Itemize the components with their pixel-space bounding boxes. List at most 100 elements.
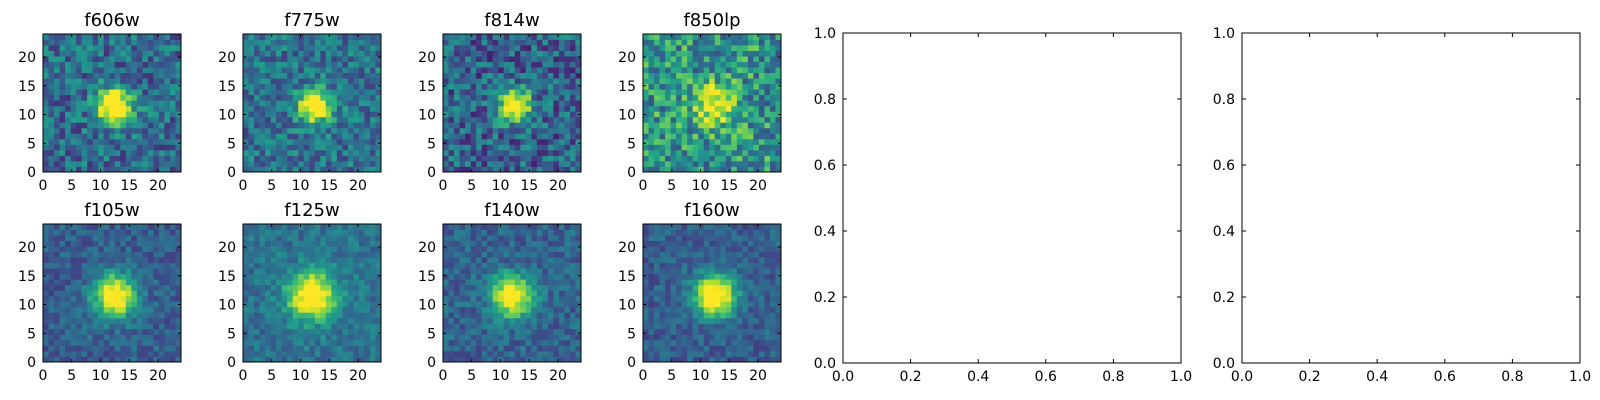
pixel xyxy=(709,155,716,162)
pixel xyxy=(564,94,571,101)
pixel xyxy=(76,317,83,324)
pixel xyxy=(43,166,49,173)
pixel xyxy=(731,61,738,68)
pixel xyxy=(470,67,477,74)
pixel xyxy=(142,317,149,324)
pixel xyxy=(169,290,176,297)
pixel xyxy=(81,111,88,118)
pixel xyxy=(314,224,321,230)
pixel xyxy=(692,149,699,156)
pixel xyxy=(459,295,466,302)
pixel xyxy=(514,290,521,297)
pixel xyxy=(747,356,754,363)
pixel xyxy=(65,39,71,46)
pixel xyxy=(520,268,527,275)
pixel xyxy=(103,240,110,247)
pixel xyxy=(564,339,571,346)
pixel xyxy=(481,262,488,269)
pixel xyxy=(709,279,716,286)
pixel xyxy=(120,34,127,40)
pixel xyxy=(259,290,266,297)
pixel xyxy=(687,78,694,85)
pixel xyxy=(542,116,549,123)
pixel xyxy=(92,83,99,90)
pixel xyxy=(731,273,738,280)
pixel xyxy=(758,350,765,357)
pixel xyxy=(59,166,66,173)
pixel xyxy=(303,100,310,107)
pixel xyxy=(276,262,283,269)
pixel xyxy=(758,72,765,79)
pixel xyxy=(714,111,721,118)
pixel xyxy=(298,240,305,247)
pixel xyxy=(254,257,260,264)
pixel xyxy=(509,268,516,275)
y-tick-label: 0 xyxy=(427,355,436,371)
pixel xyxy=(547,224,554,230)
pixel xyxy=(443,339,449,346)
pixel xyxy=(259,339,266,346)
pixel xyxy=(498,94,505,101)
pixel xyxy=(558,334,565,341)
pixel xyxy=(736,138,743,145)
pixel xyxy=(331,323,338,330)
pixel xyxy=(265,268,271,275)
pixel xyxy=(164,306,171,313)
pixel xyxy=(720,166,727,173)
pixel xyxy=(314,94,321,101)
pixel xyxy=(720,72,727,79)
pixel xyxy=(59,312,66,319)
pixel xyxy=(287,246,294,252)
pixel xyxy=(59,160,66,167)
pixel xyxy=(692,317,699,324)
pixel xyxy=(725,83,732,90)
pixel xyxy=(281,279,288,286)
pixel xyxy=(336,328,343,335)
pixel xyxy=(92,295,99,302)
pixel xyxy=(103,306,110,313)
pixel xyxy=(347,251,354,258)
pixel xyxy=(459,166,466,173)
pixel xyxy=(175,100,182,107)
pixel xyxy=(147,301,154,308)
pixel xyxy=(153,295,160,302)
pixel xyxy=(558,67,565,74)
pixel xyxy=(698,312,705,319)
pixel xyxy=(775,133,782,140)
pixel xyxy=(358,306,365,313)
pixel xyxy=(758,111,765,118)
pixel xyxy=(553,279,560,286)
pixel xyxy=(248,323,255,330)
pixel xyxy=(676,78,683,85)
pixel xyxy=(364,105,371,112)
pixel xyxy=(514,100,521,107)
pixel xyxy=(314,339,321,346)
pixel xyxy=(92,273,99,280)
pixel xyxy=(547,160,554,167)
pixel xyxy=(136,295,143,302)
pixel xyxy=(558,149,565,156)
pixel xyxy=(136,224,143,230)
pixel xyxy=(259,334,266,341)
pixel xyxy=(558,317,565,324)
pixel xyxy=(65,149,71,156)
pixel xyxy=(525,339,532,346)
pixel xyxy=(509,345,516,352)
pixel xyxy=(542,339,549,346)
pixel xyxy=(509,34,516,40)
pixel xyxy=(358,149,365,156)
pixel xyxy=(542,279,549,286)
pixel xyxy=(164,328,171,335)
pixel xyxy=(681,166,688,173)
pixel xyxy=(465,45,471,51)
pixel xyxy=(569,240,576,247)
pixel xyxy=(142,67,149,74)
pixel xyxy=(120,133,127,140)
y-tick-label: 0 xyxy=(427,165,436,181)
pixel xyxy=(114,345,121,352)
pixel xyxy=(742,317,749,324)
pixel xyxy=(470,339,477,346)
pixel xyxy=(59,240,66,247)
pixel xyxy=(542,224,549,230)
pixel xyxy=(459,72,466,79)
